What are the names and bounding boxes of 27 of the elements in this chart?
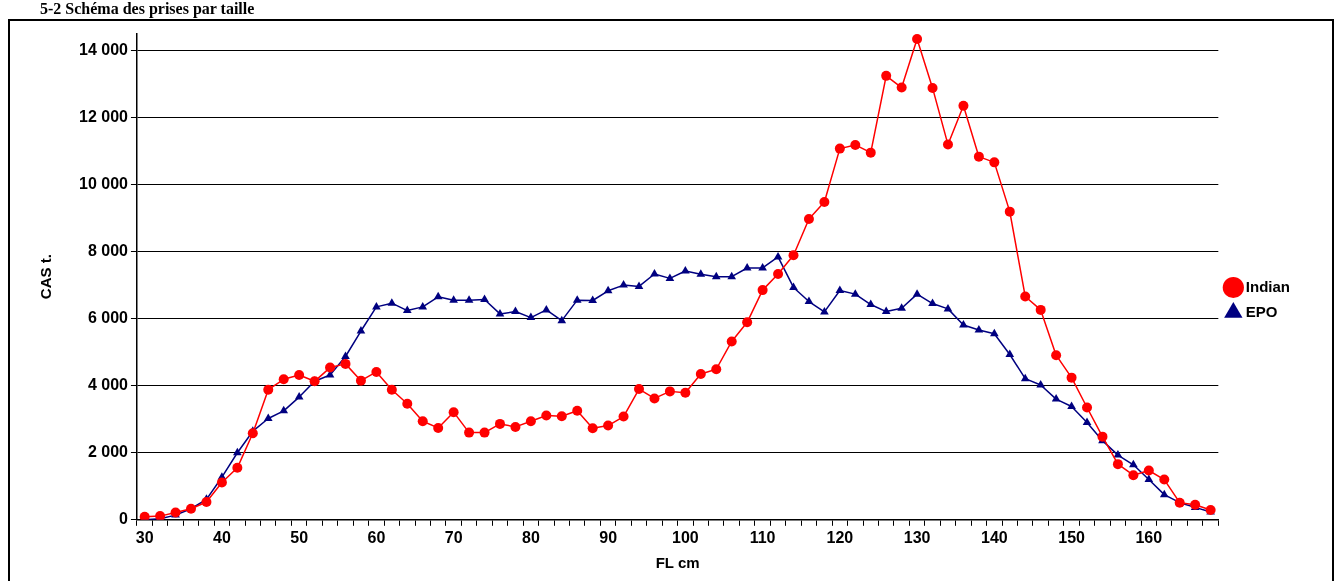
x-tick-label: 140	[980, 528, 1008, 546]
y-tick-label: 2 000	[87, 443, 129, 461]
y-tick-label: 4 000	[87, 376, 129, 394]
x-axis-title: FL cm	[655, 554, 700, 572]
x-tick-label: 60	[367, 528, 386, 546]
legend-label: EPO	[1245, 302, 1278, 320]
legend-label: Indian	[1245, 277, 1291, 295]
x-tick-label: 80	[521, 528, 540, 546]
y-tick-label: 6 000	[87, 309, 129, 327]
x-tick-label: 150	[1058, 528, 1086, 546]
x-tick-label: 160	[1135, 528, 1163, 546]
y-tick-label: 14 000	[79, 40, 129, 58]
x-tick-label: 30	[135, 528, 154, 546]
y-tick-label: 0	[119, 510, 129, 528]
x-tick-label: 50	[290, 528, 309, 546]
chart-title: 5-2 Schéma des prises par taille	[40, 0, 255, 18]
y-axis-title: CAS t.	[37, 254, 55, 300]
x-tick-label: 130	[903, 528, 931, 546]
x-tick-label: 120	[826, 528, 854, 546]
x-tick-label: 100	[672, 528, 699, 546]
y-tick-label: 12 000	[79, 107, 129, 125]
x-tick-label: 40	[213, 528, 231, 546]
x-tick-label: 70	[444, 528, 463, 546]
y-tick-label: 10 000	[79, 174, 129, 192]
x-tick-label: 110	[749, 528, 776, 546]
y-tick-label: 8 000	[87, 241, 129, 259]
x-tick-label: 90	[599, 528, 618, 546]
